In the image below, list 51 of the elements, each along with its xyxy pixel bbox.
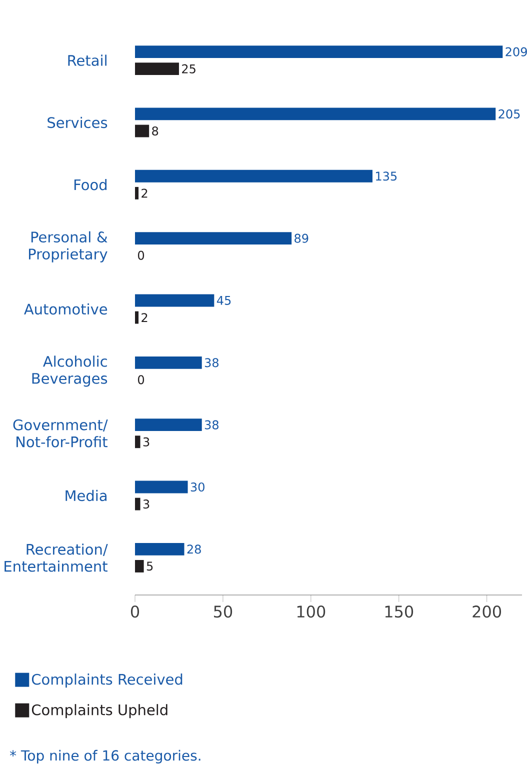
data-label: 209	[506, 47, 527, 56]
bar	[135, 498, 140, 510]
x-tick-label: 0	[130, 606, 140, 618]
bar	[135, 542, 184, 556]
data-label: 3	[143, 500, 150, 509]
legend-label: Complaints Upheld	[32, 704, 168, 718]
data-label: 38	[204, 358, 218, 368]
data-label: 38	[204, 420, 218, 430]
bar	[135, 124, 150, 138]
data-label: 8	[152, 126, 158, 136]
bar	[135, 108, 496, 120]
data-label: 0	[138, 375, 144, 384]
data-label: 5	[146, 562, 153, 571]
data-label: 0	[138, 250, 144, 260]
y-tick-label: Alcoholic Beverages	[32, 356, 108, 387]
bar	[135, 560, 144, 572]
x-tick-label: 50	[214, 606, 232, 618]
bar	[135, 62, 179, 76]
bar	[135, 186, 139, 200]
x-tick-label: 200	[472, 606, 502, 618]
y-tick-label: Food	[74, 179, 106, 190]
x-tick-label: 150	[385, 606, 414, 618]
text: * Top nine of 16 categories.	[10, 750, 200, 764]
bar	[135, 232, 292, 245]
data-label: 135	[376, 172, 397, 181]
bar	[135, 311, 139, 324]
data-label: 2	[142, 188, 148, 198]
y-tick-label: Media	[66, 490, 106, 502]
y-tick-label: Recreation/ Entertainment	[4, 544, 108, 572]
data-label: 45	[216, 296, 231, 305]
x-tick-label: 100	[297, 606, 326, 618]
data-label: 3	[143, 437, 150, 446]
data-label: 205	[498, 109, 520, 119]
bar	[135, 480, 188, 494]
y-tick-label: Personal & Proprietary	[28, 231, 108, 262]
y-tick-label: Automotive	[24, 303, 108, 315]
data-label: 28	[187, 544, 201, 554]
bar	[135, 170, 372, 182]
y-tick-label: Services	[48, 116, 108, 128]
y-tick-label: Retail	[68, 54, 106, 66]
data-label: 25	[182, 64, 196, 74]
bar	[135, 356, 202, 369]
bar	[135, 418, 202, 432]
data-label: 30	[190, 482, 204, 492]
bar	[135, 294, 214, 307]
bar	[135, 46, 503, 58]
legend-label: Complaints Received	[32, 674, 182, 688]
bar	[135, 436, 140, 448]
y-tick-label: Government/ Not-for-Profit	[13, 419, 108, 448]
data-label: 89	[294, 234, 308, 243]
data-label: 2	[142, 313, 148, 322]
